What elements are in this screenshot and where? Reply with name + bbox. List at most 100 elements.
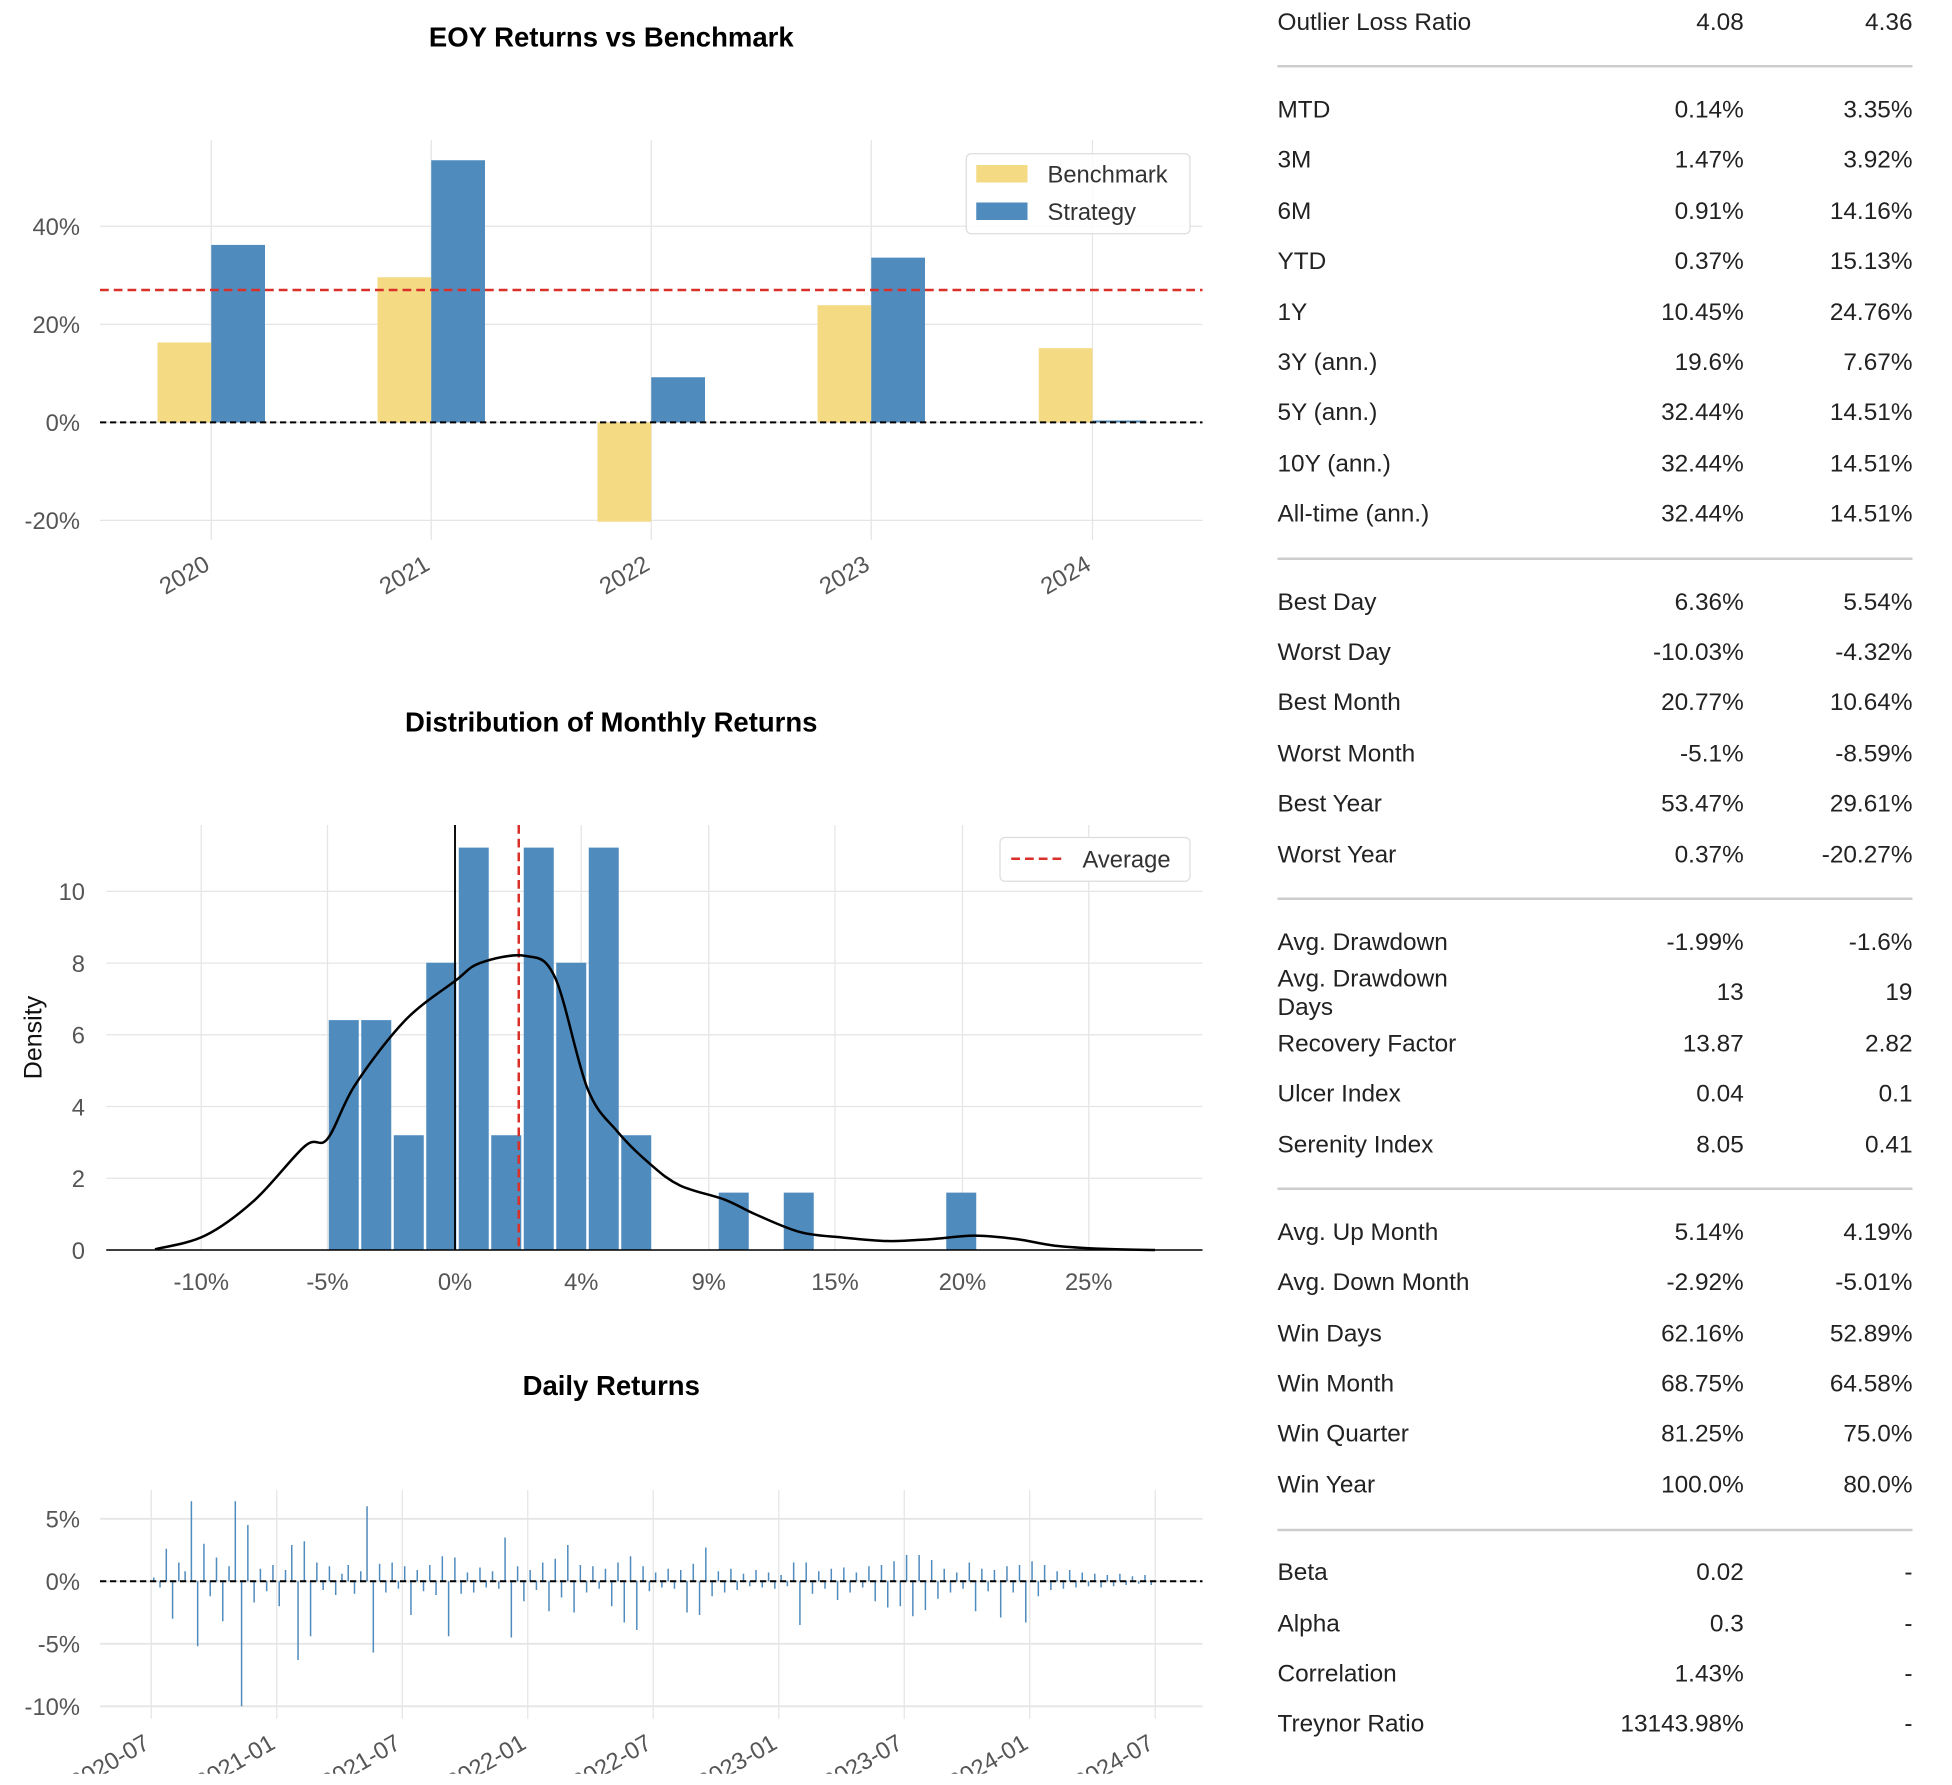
metric-row: 3M 1.47% 3.92% bbox=[1278, 136, 1913, 186]
strategy-value: 81.25% bbox=[1661, 1420, 1744, 1449]
metric-label: 10Y (ann.) bbox=[1277, 449, 1391, 478]
metric-label: Win Days bbox=[1277, 1319, 1382, 1348]
strategy-value: 68.75% bbox=[1661, 1370, 1744, 1398]
metric-row: Ulcer Index 0.04 0.1 bbox=[1278, 1069, 1913, 1119]
x-tick-label: 15% bbox=[811, 1269, 859, 1296]
histogram-bar bbox=[328, 1020, 359, 1250]
benchmark-value: 14.51% bbox=[1829, 449, 1913, 478]
metrics-table: Outlier Loss Ratio 4.08 4.36 MTD 0.14% 3.35% 3… bbox=[1277, 0, 1913, 1785]
x-tick-label: 2023-07 bbox=[818, 1729, 907, 1773]
metric-row: Beta 0.02 - bbox=[1278, 1548, 1913, 1598]
benchmark-value: -1.6% bbox=[1848, 928, 1913, 957]
metric-row: Outlier Loss Ratio 4.08 4.36 bbox=[1278, 0, 1913, 48]
y-tick-label: 0% bbox=[46, 1569, 80, 1596]
benchmark-value: 0.1 bbox=[1878, 1080, 1913, 1108]
strategy-value: 1.47% bbox=[1674, 146, 1744, 175]
x-tick-label: 20% bbox=[939, 1269, 987, 1296]
metric-row: 6M 0.91% 14.16% bbox=[1278, 186, 1913, 236]
metric-row: Best Month 20.77% 10.64% bbox=[1278, 678, 1913, 728]
charts-panel: EOY Returns vs Benchmark -20%0%20%40%202… bbox=[19, 21, 1203, 1774]
benchmark-bar-2023 bbox=[817, 305, 872, 423]
strategy-bar-2023 bbox=[871, 257, 925, 423]
metric-label: Treynor Ratio bbox=[1277, 1710, 1425, 1739]
metric-label: Win Year bbox=[1277, 1471, 1376, 1499]
metric-row: 5Y (ann.) 32.44% 14.51% bbox=[1278, 388, 1913, 438]
y-tick-label: 0 bbox=[72, 1238, 85, 1265]
benchmark-value: 19 bbox=[1885, 979, 1913, 1007]
benchmark-value: - bbox=[1904, 1710, 1913, 1739]
strategy-value: 0.91% bbox=[1674, 197, 1744, 225]
metric-row: Avg. Drawdown Days 13 19 bbox=[1278, 965, 1913, 1021]
metric-label: 3M bbox=[1277, 146, 1312, 175]
strategy-value: 0.3 bbox=[1709, 1609, 1744, 1638]
x-tick-label: 2021-01 bbox=[191, 1729, 280, 1773]
strategy-value: 32.44% bbox=[1661, 399, 1744, 427]
metric-label: Avg. Drawdown bbox=[1277, 928, 1448, 957]
metric-row: Win Month 68.75% 64.58% bbox=[1278, 1359, 1913, 1409]
metric-row: Serenity Index 8.05 0.41 bbox=[1278, 1120, 1913, 1170]
x-tick-label: 2020 bbox=[155, 551, 214, 601]
metric-label: YTD bbox=[1277, 247, 1327, 276]
legend-label-average: Average bbox=[1083, 847, 1171, 874]
eoy-returns-chart: EOY Returns vs Benchmark -20% 0% 20% 40% 202… bbox=[25, 21, 1203, 600]
metric-label: 3Y (ann.) bbox=[1277, 348, 1378, 377]
metric-label: Best Year bbox=[1277, 790, 1382, 818]
benchmark-value: 0.41 bbox=[1865, 1130, 1913, 1159]
metric-row: All-time (ann.) 32.44% 14.51% bbox=[1278, 489, 1913, 539]
histogram-bar bbox=[783, 1192, 814, 1250]
metric-label: Avg. Drawdown Days bbox=[1277, 964, 1448, 1022]
metric-label: Correlation bbox=[1277, 1660, 1397, 1688]
strategy-value: 0.04 bbox=[1696, 1080, 1744, 1108]
metric-row: 10Y (ann.) 32.44% 14.51% bbox=[1278, 439, 1913, 489]
benchmark-value: 3.35% bbox=[1843, 96, 1913, 124]
strategy-value: 0.02 bbox=[1696, 1559, 1744, 1587]
benchmark-bar-2020 bbox=[157, 342, 212, 423]
metric-label: Worst Day bbox=[1277, 638, 1391, 667]
x-tick-label: 2021-07 bbox=[316, 1729, 405, 1773]
y-tick-label: 4 bbox=[72, 1094, 85, 1121]
benchmark-value: 10.64% bbox=[1829, 689, 1913, 717]
strategy-value: 0.37% bbox=[1674, 247, 1744, 276]
x-tick-label: -10% bbox=[174, 1269, 229, 1296]
benchmark-value: 7.67% bbox=[1843, 348, 1913, 377]
strategy-value: 0.37% bbox=[1674, 840, 1744, 869]
x-tick-label: -5% bbox=[306, 1269, 348, 1296]
metric-label: Win Quarter bbox=[1277, 1420, 1409, 1449]
metric-row: Worst Year 0.37% -20.27% bbox=[1278, 830, 1913, 880]
metric-label: 5Y (ann.) bbox=[1277, 399, 1378, 427]
x-tick-label: 0% bbox=[438, 1269, 472, 1296]
metric-label: 6M bbox=[1277, 197, 1312, 225]
x-tick-label: 2024-07 bbox=[1069, 1729, 1158, 1773]
metric-label: Recovery Factor bbox=[1277, 1029, 1457, 1058]
x-tick-label: 25% bbox=[1065, 1269, 1113, 1296]
strategy-value: -5.1% bbox=[1680, 739, 1744, 768]
y-tick-label: 40% bbox=[32, 214, 80, 241]
metrics-group: Avg. Drawdown -1.99% -1.6% Avg. Drawdown Da… bbox=[1277, 918, 1913, 1191]
benchmark-value: 64.58% bbox=[1829, 1370, 1913, 1398]
histogram-bar bbox=[588, 847, 619, 1250]
legend-label-strategy: Strategy bbox=[1048, 199, 1137, 226]
strategy-value: 62.16% bbox=[1661, 1319, 1744, 1348]
strategy-bar-2021 bbox=[431, 160, 485, 423]
metric-label: Worst Year bbox=[1277, 840, 1397, 869]
metrics-group: Best Day 6.36% 5.54% Worst Day -10.03% -4.32%… bbox=[1277, 577, 1913, 901]
strategy-value: 13 bbox=[1716, 979, 1744, 1007]
benchmark-value: 52.89% bbox=[1829, 1319, 1913, 1348]
metric-label: Best Month bbox=[1277, 689, 1401, 717]
x-tick-label: 2022-01 bbox=[442, 1729, 531, 1773]
benchmark-value: 3.92% bbox=[1843, 146, 1913, 175]
x-tick-label: 2023 bbox=[815, 551, 874, 601]
legend-box bbox=[999, 836, 1191, 882]
metrics-group: Beta 0.02- Alpha 0.3- Correlation 1.43% - Treyn… bbox=[1278, 1548, 1913, 1767]
metric-label: Ulcer Index bbox=[1277, 1080, 1401, 1108]
y-tick-label: -10% bbox=[25, 1694, 80, 1721]
metric-row: Win Quarter 81.25% 75.0% bbox=[1278, 1410, 1913, 1460]
metric-row: Avg. Up Month 5.14% 4.19% bbox=[1278, 1208, 1913, 1258]
strategy-value: 100.0% bbox=[1661, 1471, 1744, 1499]
benchmark-value: - bbox=[1904, 1660, 1913, 1688]
strategy-value: 8.05 bbox=[1696, 1130, 1744, 1159]
metric-row: Recovery Factor 13.87 2.82 bbox=[1278, 1019, 1913, 1069]
metric-row: Win Days 62.16% 52.89% bbox=[1278, 1309, 1913, 1359]
y-tick-label: -20% bbox=[25, 508, 80, 535]
histogram-bar bbox=[491, 1135, 522, 1250]
